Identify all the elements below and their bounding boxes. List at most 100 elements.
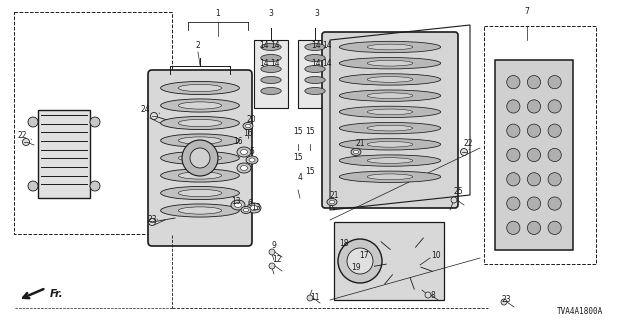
Ellipse shape	[179, 172, 221, 179]
Circle shape	[527, 124, 541, 137]
Ellipse shape	[179, 207, 221, 214]
Text: 21: 21	[329, 191, 339, 201]
Ellipse shape	[339, 155, 441, 166]
Ellipse shape	[241, 149, 248, 155]
Ellipse shape	[90, 117, 100, 127]
Ellipse shape	[339, 41, 441, 53]
Circle shape	[548, 148, 561, 162]
Circle shape	[548, 76, 561, 89]
Text: 8: 8	[431, 292, 435, 300]
Circle shape	[527, 197, 541, 210]
Circle shape	[150, 113, 157, 119]
Text: 5: 5	[250, 148, 255, 156]
Text: 22: 22	[17, 132, 27, 140]
Ellipse shape	[28, 181, 38, 191]
Ellipse shape	[237, 163, 251, 173]
Circle shape	[548, 197, 561, 210]
Ellipse shape	[161, 99, 239, 112]
Ellipse shape	[330, 200, 335, 204]
Text: 18: 18	[339, 239, 349, 249]
Ellipse shape	[179, 189, 221, 196]
Text: 23: 23	[501, 295, 511, 305]
Text: 16: 16	[243, 130, 253, 139]
Ellipse shape	[231, 200, 245, 210]
Text: 15: 15	[305, 127, 315, 137]
Circle shape	[182, 140, 218, 176]
Ellipse shape	[161, 187, 239, 200]
Circle shape	[148, 219, 156, 226]
Ellipse shape	[249, 158, 255, 162]
Ellipse shape	[247, 203, 261, 213]
Text: 14: 14	[270, 60, 280, 68]
Ellipse shape	[161, 116, 239, 130]
Ellipse shape	[243, 208, 248, 212]
Circle shape	[501, 299, 507, 305]
Circle shape	[507, 197, 520, 210]
Ellipse shape	[339, 90, 441, 101]
Bar	[334, 222, 444, 300]
Circle shape	[507, 221, 520, 235]
Ellipse shape	[237, 147, 251, 157]
Text: 4: 4	[298, 173, 303, 182]
Circle shape	[425, 292, 431, 298]
Text: 14: 14	[311, 42, 321, 51]
Ellipse shape	[305, 54, 325, 61]
Circle shape	[507, 100, 520, 113]
Text: 23: 23	[147, 215, 157, 225]
Text: 14: 14	[311, 60, 321, 68]
Ellipse shape	[339, 139, 441, 150]
Ellipse shape	[261, 54, 281, 61]
Bar	[484, 26, 596, 264]
Ellipse shape	[241, 206, 251, 213]
Circle shape	[461, 148, 467, 156]
Circle shape	[190, 148, 210, 168]
Ellipse shape	[339, 106, 441, 117]
Ellipse shape	[351, 148, 361, 156]
Text: 14: 14	[322, 42, 332, 51]
Ellipse shape	[367, 125, 413, 131]
Ellipse shape	[246, 156, 258, 164]
Circle shape	[527, 221, 541, 235]
Text: 19: 19	[351, 263, 361, 273]
Ellipse shape	[339, 171, 441, 182]
Circle shape	[22, 139, 29, 146]
Text: 2: 2	[196, 42, 200, 51]
Ellipse shape	[161, 151, 239, 164]
Text: 6: 6	[248, 199, 252, 209]
Ellipse shape	[179, 84, 221, 92]
Text: 15: 15	[305, 167, 315, 177]
Ellipse shape	[339, 74, 441, 85]
Ellipse shape	[367, 44, 413, 50]
Text: 3: 3	[315, 10, 319, 19]
Circle shape	[307, 295, 313, 301]
Circle shape	[451, 197, 457, 203]
Circle shape	[507, 148, 520, 162]
Text: 13: 13	[251, 204, 261, 212]
Circle shape	[548, 173, 561, 186]
Circle shape	[527, 173, 541, 186]
Ellipse shape	[305, 76, 325, 84]
Ellipse shape	[367, 60, 413, 66]
Text: 24: 24	[140, 106, 150, 115]
Text: 22: 22	[463, 140, 473, 148]
Ellipse shape	[339, 58, 441, 69]
Circle shape	[347, 248, 373, 274]
Bar	[495, 60, 573, 250]
Ellipse shape	[161, 81, 239, 95]
Ellipse shape	[250, 205, 257, 211]
Bar	[38, 110, 90, 198]
Text: 7: 7	[525, 7, 529, 17]
Ellipse shape	[234, 203, 241, 207]
Text: 15: 15	[293, 154, 303, 163]
Ellipse shape	[161, 204, 239, 217]
Circle shape	[269, 249, 275, 255]
Text: TVA4A1800A: TVA4A1800A	[557, 308, 603, 316]
Text: 13: 13	[231, 197, 241, 206]
Ellipse shape	[28, 117, 38, 127]
Ellipse shape	[339, 123, 441, 134]
Ellipse shape	[161, 169, 239, 182]
Ellipse shape	[367, 141, 413, 147]
Text: 14: 14	[270, 42, 280, 51]
Ellipse shape	[367, 158, 413, 164]
Ellipse shape	[261, 76, 281, 84]
